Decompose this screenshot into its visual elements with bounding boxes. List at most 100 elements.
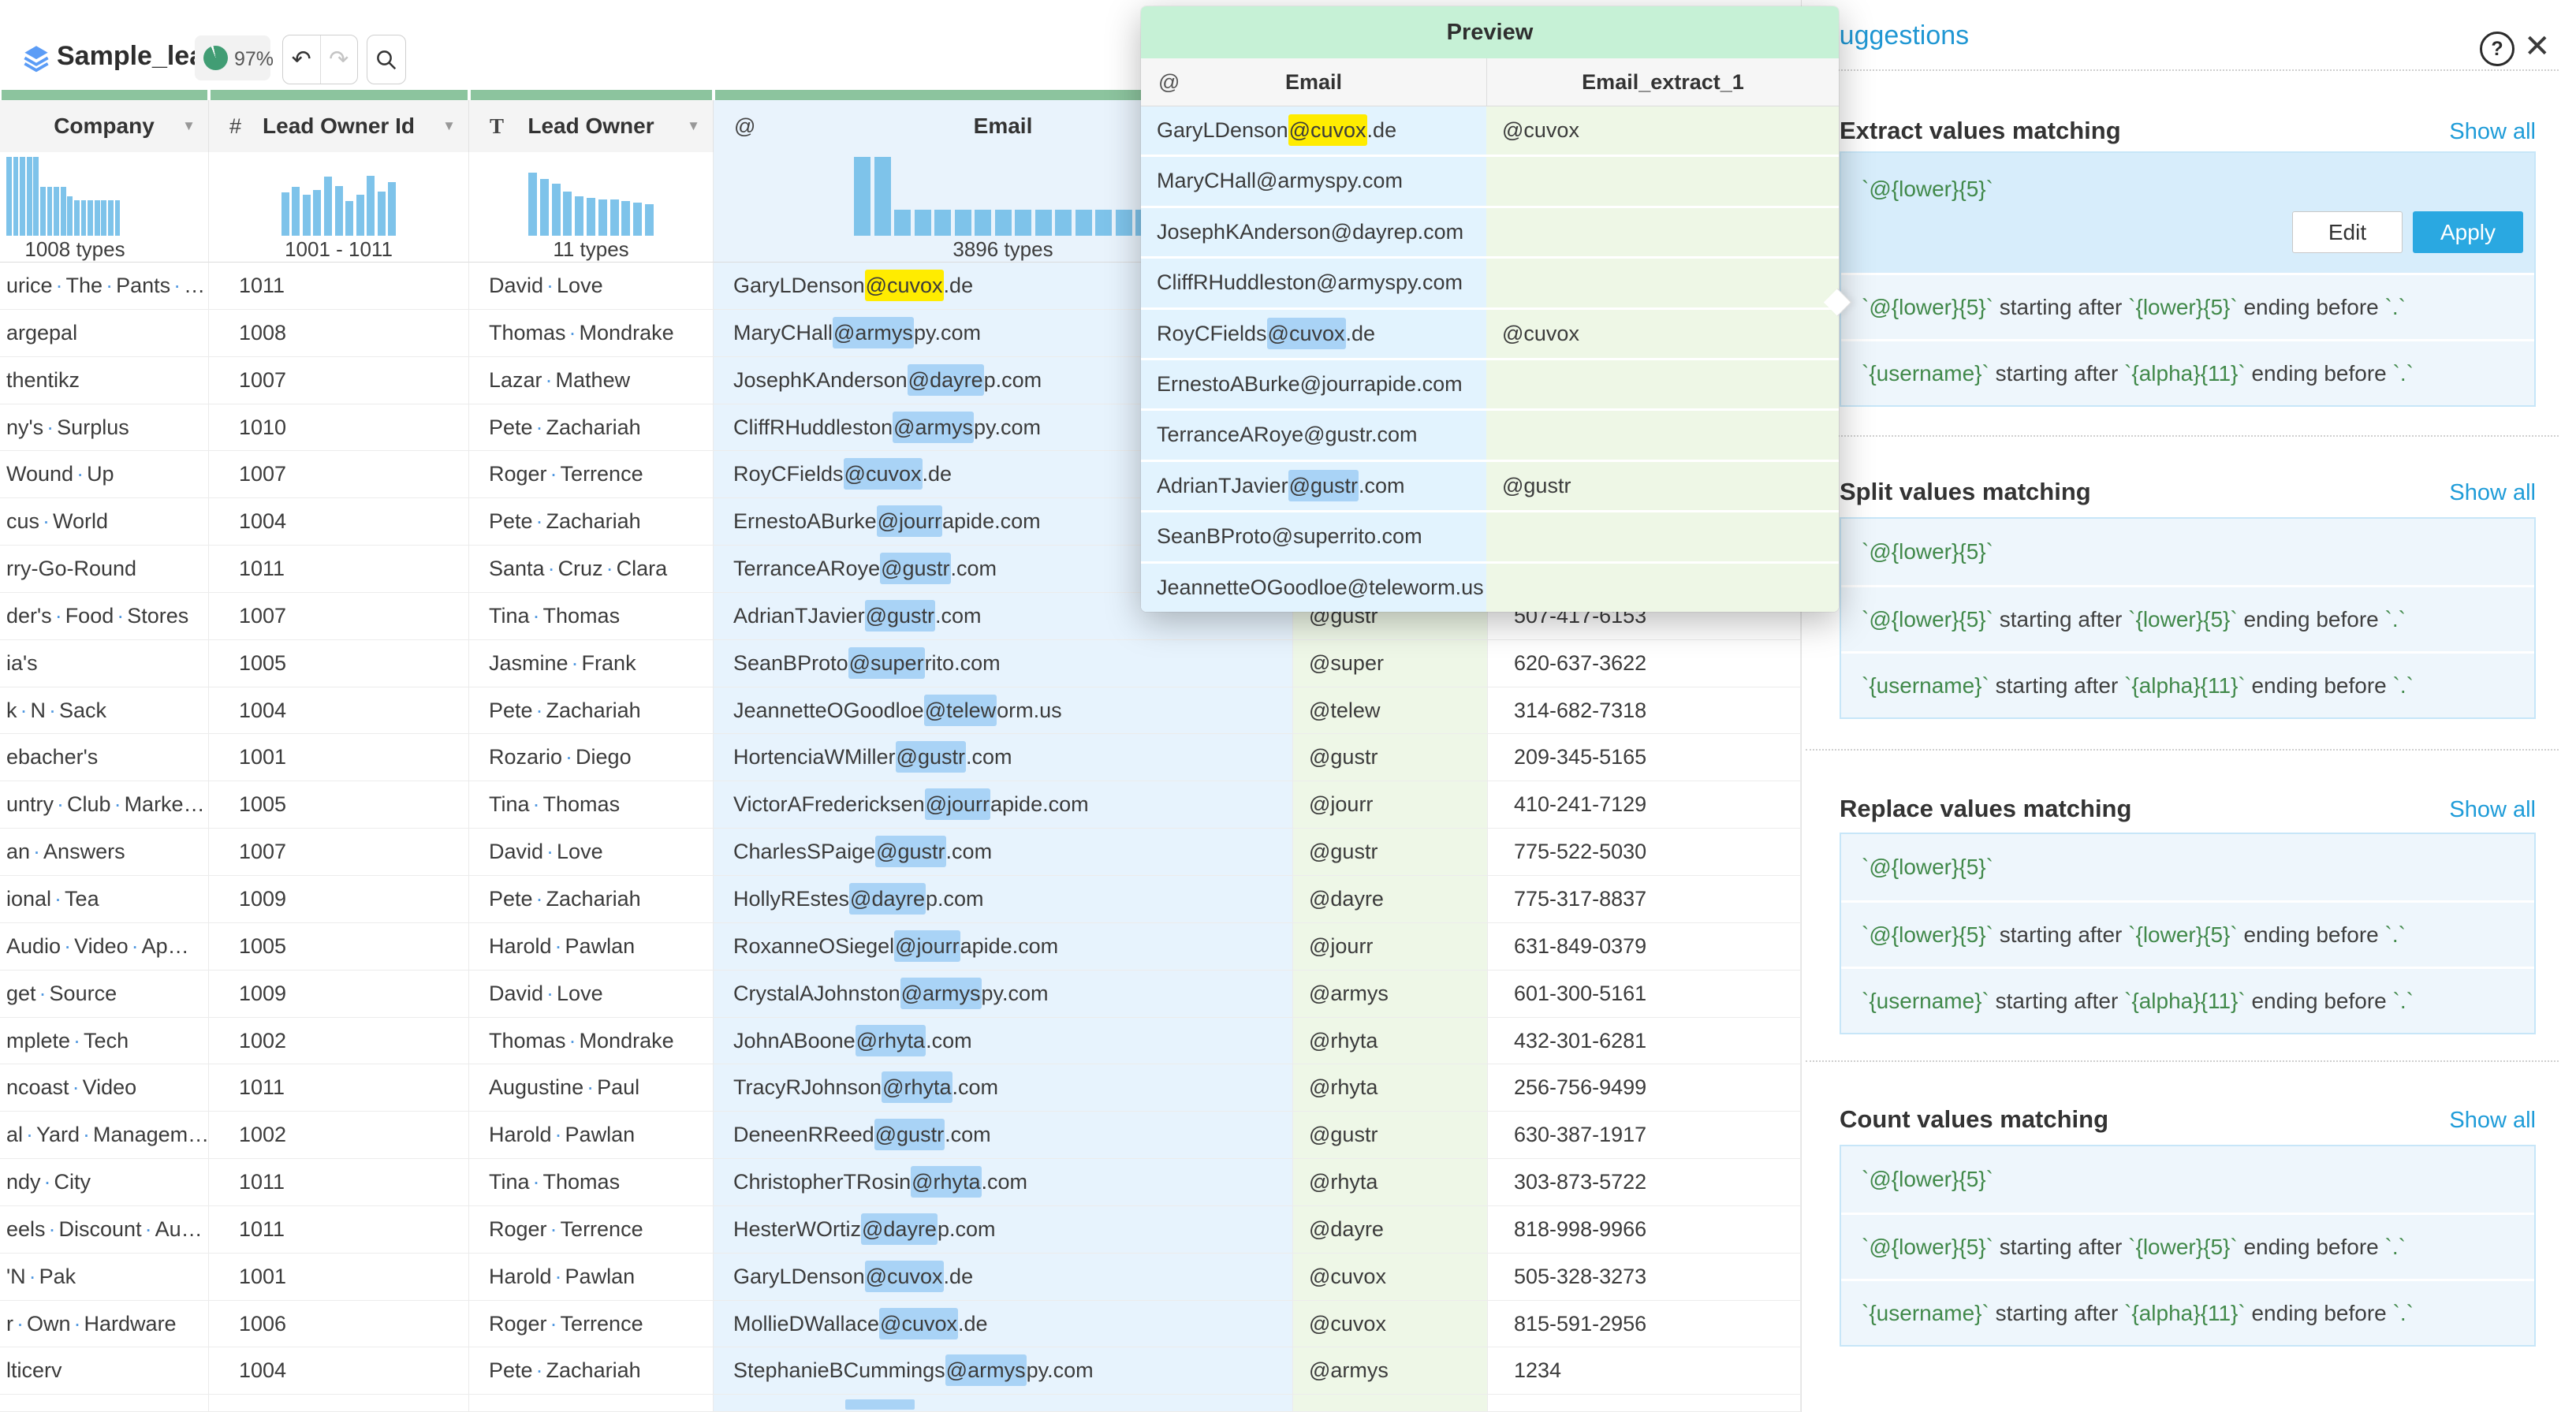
cell-lead-owner-id[interactable]: 1001 — [209, 734, 469, 781]
cell-lead-owner[interactable]: Lazar · Mathew — [469, 356, 714, 404]
cell-lead-owner-id[interactable]: 1004 — [209, 1347, 469, 1395]
search-button[interactable] — [367, 35, 406, 84]
suggestion-item[interactable]: `{username}` starting after `{alpha}{11}… — [1841, 1279, 2534, 1345]
cell-phone[interactable]: 815-591-2956 — [1488, 1300, 1801, 1347]
cell-lead-owner[interactable]: Roger · Terrence — [469, 1300, 714, 1347]
cell-email[interactable]: ChristopherTRosin@rhyta.com — [714, 1159, 1293, 1205]
cell-email-extract[interactable]: @telew — [1293, 687, 1488, 734]
cell-phone[interactable]: 209-345-5165 — [1488, 734, 1801, 781]
cell-company[interactable]: mplete · Tech — [0, 1017, 209, 1064]
cell-email[interactable]: GaryLDenson@cuvox.de — [714, 1253, 1293, 1300]
preview-email-cell[interactable]: JosephKAnderson@dayrep.com — [1141, 207, 1486, 257]
cell-lead-owner-id[interactable]: 1005 — [209, 922, 469, 970]
chevron-down-icon[interactable]: ▼ — [182, 118, 196, 133]
cell-company[interactable]: get · Source — [0, 970, 209, 1017]
cell-lead-owner[interactable]: David · Love — [469, 263, 714, 309]
cell-lead-owner[interactable]: Rozario · Diego — [469, 734, 714, 781]
cell-company[interactable]: an · Answers — [0, 829, 209, 875]
cell-lead-owner[interactable]: Pete · Zachariah — [469, 1347, 714, 1395]
cell-company[interactable]: lticerv — [0, 1347, 209, 1395]
suggestion-item[interactable]: `@{lower}{5}` starting after `{lower}{5}… — [1841, 273, 2534, 339]
cell-phone[interactable]: 303-873-5722 — [1488, 1159, 1801, 1205]
cell-company[interactable]: Wound · Up — [0, 451, 209, 498]
cell-company[interactable]: Audio · Video · Ap… — [0, 922, 209, 970]
suggestion-item[interactable]: `@{lower}{5}` Edit Apply — [1841, 153, 2534, 273]
preview-email-cell[interactable]: MaryCHall@armyspy.com — [1141, 157, 1486, 206]
preview-email-cell[interactable]: CliffRHuddleston@armyspy.com — [1141, 259, 1486, 307]
cell-lead-owner-id[interactable]: 1004 — [209, 498, 469, 546]
cell-lead-owner-id[interactable]: 1005 — [209, 781, 469, 829]
cell-company[interactable]: untry · Club · Marke… — [0, 781, 209, 829]
cell-company[interactable]: ncoast · Video — [0, 1064, 209, 1112]
chevron-down-icon[interactable]: ▼ — [442, 118, 456, 133]
suggestion-item[interactable]: `@{lower}{5}` — [1841, 519, 2534, 585]
cell-lead-owner[interactable]: Jasmine · Frank — [469, 639, 714, 687]
preview-email-cell[interactable]: JeannetteOGoodloe@teleworm.us — [1141, 563, 1486, 612]
show-all-link[interactable]: Show all — [2449, 480, 2536, 505]
cell-lead-owner[interactable]: Thomas · Mondrake — [469, 309, 714, 356]
preview-extract-cell[interactable] — [1486, 259, 1839, 307]
cell-email-extract[interactable]: @gustr — [1293, 829, 1488, 875]
cell-email-extract[interactable]: @cuvox — [1293, 1253, 1488, 1300]
suggestion-item[interactable]: `{username}` starting after `{alpha}{11}… — [1841, 651, 2534, 717]
preview-extract-cell[interactable] — [1486, 360, 1839, 409]
cell-company[interactable]: ny's · Surplus — [0, 404, 209, 451]
cell-company[interactable]: ndy · City — [0, 1159, 209, 1205]
cell-company[interactable]: eels · Discount · Au… — [0, 1205, 209, 1253]
cell-lead-owner-id[interactable]: 1005 — [209, 639, 469, 687]
show-all-link[interactable]: Show all — [2449, 1108, 2536, 1133]
column-header-company[interactable]: Company ▼ — [0, 100, 209, 152]
preview-extract-cell[interactable] — [1486, 563, 1839, 612]
cell-lead-owner-id[interactable]: 1007 — [209, 451, 469, 498]
preview-extract-cell[interactable] — [1486, 157, 1839, 206]
cell-lead-owner-id[interactable]: 1002 — [209, 1017, 469, 1064]
cell-phone[interactable]: 630-387-1917 — [1488, 1112, 1801, 1159]
preview-email-cell[interactable]: AdrianTJavier@gustr.com — [1141, 461, 1486, 511]
redo-button[interactable]: ↷ — [319, 35, 358, 84]
preview-extract-cell[interactable]: @cuvox — [1486, 309, 1839, 358]
apply-button[interactable]: Apply — [2413, 211, 2523, 253]
histogram-lead-owner-id[interactable]: 1001 - 1011 — [209, 152, 469, 263]
chevron-down-icon[interactable]: ▼ — [687, 118, 700, 133]
undo-button[interactable]: ↶ — [291, 47, 311, 73]
cell-phone[interactable]: 601-300-5161 — [1488, 970, 1801, 1017]
column-header-lead-owner-id[interactable]: # Lead Owner Id ▼ — [209, 100, 469, 152]
cell-company[interactable]: r · Own · Hardware — [0, 1300, 209, 1347]
cell-email-extract[interactable]: @gustr — [1293, 1112, 1488, 1159]
cell-phone[interactable]: 775-317-8837 — [1488, 875, 1801, 922]
cell-lead-owner[interactable]: David · Love — [469, 970, 714, 1017]
cell-email-extract[interactable]: @cuvox — [1293, 1300, 1488, 1347]
cell-company[interactable]: al · Yard · Managem… — [0, 1112, 209, 1159]
cell-phone[interactable]: 505-328-3273 — [1488, 1253, 1801, 1300]
cell-email[interactable]: VictorAFredericksen@jourrapide.com — [714, 781, 1293, 829]
cell-email[interactable]: TracyRJohnson@rhyta.com — [714, 1064, 1293, 1112]
cell-email-extract[interactable]: @armys — [1293, 1347, 1488, 1395]
cell-phone[interactable]: 1234 — [1488, 1347, 1801, 1395]
preview-email-cell[interactable]: RoyCFields@cuvox.de — [1141, 309, 1486, 358]
cell-company[interactable]: ia's — [0, 639, 209, 687]
cell-email-extract[interactable]: @super — [1293, 639, 1488, 687]
cell-email[interactable]: JeannetteOGoodloe@teleworm.us — [714, 687, 1293, 734]
preview-extract-cell[interactable] — [1486, 411, 1839, 460]
cell-phone[interactable]: 410-241-7129 — [1488, 781, 1801, 829]
quality-badge[interactable]: 97% — [195, 35, 274, 80]
cell-company[interactable]: der's · Food · Stores — [0, 592, 209, 639]
histogram-lead-owner[interactable]: 11 types — [469, 152, 714, 263]
cell-email-extract[interactable]: @armys — [1293, 970, 1488, 1017]
cell-lead-owner[interactable]: Harold · Pawlan — [469, 1112, 714, 1159]
cell-lead-owner-id[interactable]: 1006 — [209, 1300, 469, 1347]
suggestion-item[interactable]: `@{lower}{5}` starting after `{lower}{5}… — [1841, 900, 2534, 967]
cell-email[interactable]: DeneenRReed@gustr.com — [714, 1112, 1293, 1159]
cell-phone[interactable]: 432-301-6281 — [1488, 1017, 1801, 1064]
cell-lead-owner-id[interactable]: 1004 — [209, 687, 469, 734]
cell-email-extract[interactable]: @dayre — [1293, 1205, 1488, 1253]
cell-company[interactable]: 'N · Pak — [0, 1253, 209, 1300]
cell-email[interactable]: JohnABoone@rhyta.com — [714, 1017, 1293, 1064]
cell-email[interactable]: CharlesSPaige@gustr.com — [714, 829, 1293, 875]
preview-extract-cell[interactable] — [1486, 207, 1839, 257]
cell-company[interactable]: thentikz — [0, 356, 209, 404]
preview-extract-cell[interactable]: @gustr — [1486, 461, 1839, 511]
cell-lead-owner[interactable]: Harold · Pawlan — [469, 1253, 714, 1300]
cell-email-extract[interactable]: @jourr — [1293, 781, 1488, 829]
cell-lead-owner-id[interactable]: 1007 — [209, 592, 469, 639]
